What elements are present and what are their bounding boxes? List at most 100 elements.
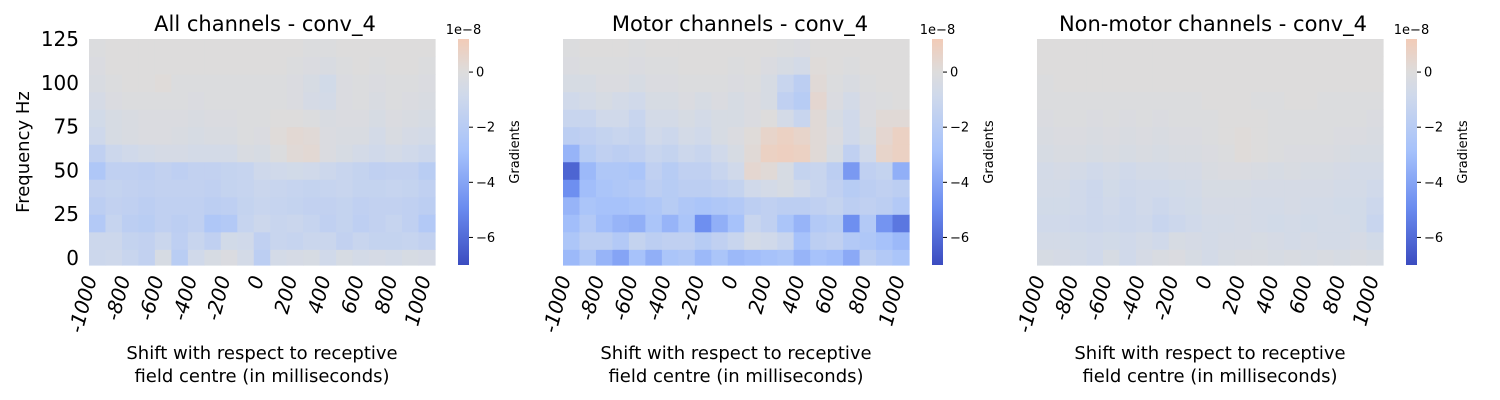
heatmap-cell [876,231,894,250]
heatmap-cell [628,214,646,233]
heatmap-cell [1168,214,1186,233]
heatmap-cell [253,126,271,145]
heatmap-cell [402,91,420,110]
heatmap-cell [319,56,337,75]
heatmap-cell [843,179,861,198]
heatmap-cell [1053,74,1071,93]
heatmap-cell [1185,109,1203,128]
heatmap-cell [1300,196,1318,215]
heatmap-cell [237,179,255,198]
heatmap-cell [777,39,795,58]
heatmap-cell [1086,161,1104,180]
heatmap-cell [1333,74,1351,93]
heatmap-cell [1037,214,1055,233]
heatmap-cell [352,161,370,180]
heatmap-cell [336,56,354,75]
heatmap-cell [645,109,663,128]
heatmap-cell [810,231,828,250]
heatmap-cell [1119,249,1137,266]
heatmap-cell [1086,39,1104,58]
heatmap-cell [826,249,844,266]
heatmap-cell [187,214,205,233]
heatmap-cell [1267,179,1285,198]
heatmap-cell [1201,91,1219,110]
heatmap-cell [711,144,729,163]
heatmap-cell [826,161,844,180]
heatmap-cell [352,56,370,75]
heatmap-cell [1317,126,1335,145]
heatmap-cell [727,56,745,75]
heatmap-cell [204,179,222,198]
heatmap-cell [402,74,420,93]
heatmap-cell [1284,126,1302,145]
heatmap-cell [744,179,762,198]
x-tick-label: -800 [574,273,609,323]
heatmap-cell [843,74,861,93]
heatmap-cell [1234,231,1252,250]
heatmap-cell [89,214,107,233]
heatmap-cell [859,39,877,58]
heatmap-cell [843,144,861,163]
heatmap-cell [385,74,403,93]
heatmap-cell [237,161,255,180]
colorbar-gradient [458,39,469,265]
heatmap-cell [1350,214,1368,233]
heatmap-cell [1119,74,1137,93]
heatmap-cell [303,74,321,93]
heatmap-cell [1102,231,1120,250]
heatmap-cell [336,231,354,250]
colorbar-label: Gradients [508,120,523,184]
heatmap-cell [744,214,762,233]
heatmap-cell [1350,196,1368,215]
heatmap-cell [793,91,811,110]
heatmap-cell [595,56,614,75]
heatmap-cell [859,126,877,145]
heatmap-cell [661,144,679,163]
heatmap-cell [1300,39,1318,58]
heatmap-cell [859,214,877,233]
x-tick-label: 1000 [399,273,435,328]
heatmap-cell [793,39,811,58]
x-tick-label: 0 [716,273,742,292]
heatmap-cell [369,161,387,180]
heatmap-cell [1317,144,1335,163]
heatmap-cell [1102,161,1120,180]
heatmap-cell [876,39,894,58]
heatmap-cell [579,231,597,250]
heatmap-cell [793,196,811,215]
heatmap-cell [694,109,712,128]
heatmap-cell [645,126,663,145]
heatmap-cell [892,179,910,198]
heatmap-cell [121,126,140,145]
heatmap-cell [253,91,271,110]
heatmap-cell [89,179,107,198]
heatmap-cell [402,231,420,250]
heatmap-cell [1284,91,1302,110]
heatmap-cell [418,74,436,93]
heatmap-cell [727,91,745,110]
heatmap-cell [220,196,238,215]
heatmap-cell [1350,91,1368,110]
x-axis-label-line-2: field centre (in milliseconds) [608,366,863,387]
heatmap-cell [1152,56,1170,75]
heatmap-cell [645,91,663,110]
heatmap-cell [220,109,238,128]
heatmap-cell [121,196,140,215]
heatmap-cell [892,196,910,215]
heatmap-cell [612,109,630,128]
colorbar-exponent: 1e−8 [920,23,955,38]
heatmap-cell [187,91,205,110]
heatmap-cell [352,179,370,198]
heatmap-cell [694,231,712,250]
heatmap-cell [843,161,861,180]
heatmap-cell [336,161,354,180]
heatmap-cell [138,126,156,145]
heatmap-cell [727,126,745,145]
heatmap-cell [563,126,581,145]
heatmap-cell [336,214,354,233]
heatmap-cell [1267,161,1285,180]
heatmap-cell [154,231,172,250]
heatmap-cell [760,109,778,128]
heatmap-cell [777,196,795,215]
heatmap-cell [1152,126,1170,145]
